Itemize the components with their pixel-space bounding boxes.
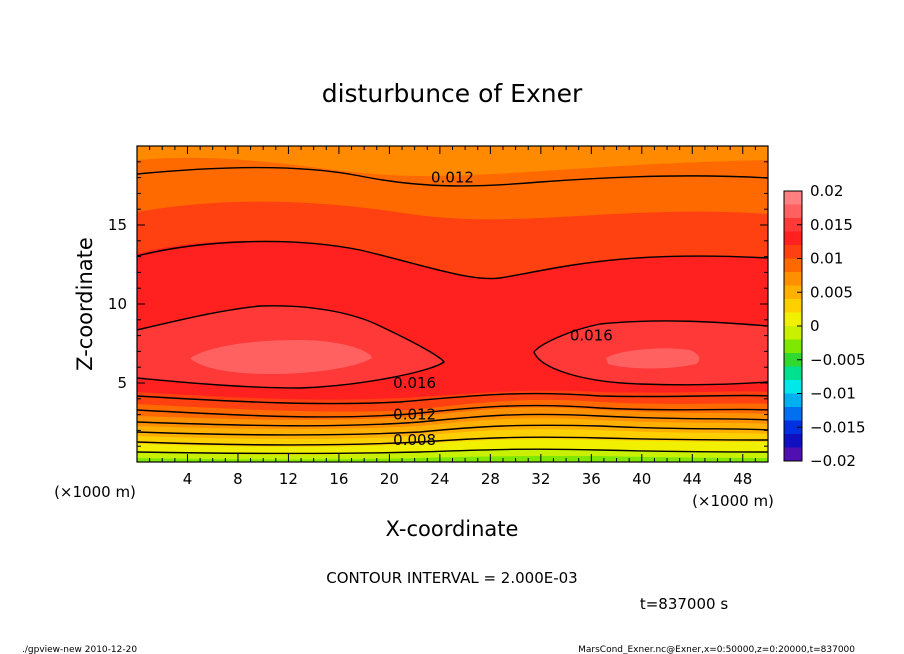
band-peak-right <box>606 348 700 369</box>
colorbar-cell <box>784 366 802 381</box>
colorbar-cell <box>784 326 802 340</box>
contour-interval-label: CONTOUR INTERVAL = 2.000E-03 <box>326 569 577 587</box>
colorbar-tick-label: −0.01 <box>810 385 856 403</box>
contour-label: 0.016 <box>570 327 613 345</box>
contour-line <box>137 448 768 455</box>
contour-line <box>137 436 768 446</box>
colorbar-cell <box>784 191 802 205</box>
colorbar-cell <box>784 272 802 286</box>
contour-label: 0.012 <box>431 169 474 187</box>
colorbar-cell <box>784 312 802 327</box>
x-tick-label: 40 <box>632 470 651 488</box>
y-tick-label: 10 <box>108 295 127 313</box>
y-axis-ticks: 5 10 15 <box>108 161 768 447</box>
y-tick-label: 15 <box>108 216 127 234</box>
time-label: t=837000 s <box>640 595 728 613</box>
contour-line <box>137 392 768 405</box>
contour-labels: 0.012 0.016 0.016 0.012 0.008 <box>393 169 613 449</box>
colorbar-tick-label: 0.005 <box>810 283 853 301</box>
x-tick-label: 4 <box>183 470 193 488</box>
colorbar-cell <box>784 299 802 313</box>
x-unit-right: (×1000 m) <box>692 492 774 510</box>
colorbar-tick-label: −0.02 <box>810 452 856 470</box>
contour-lines <box>137 166 768 455</box>
colorbar-tick-label: 0.01 <box>810 250 843 268</box>
colorbar-cell <box>784 258 802 273</box>
x-axis-ticks: 4 8 12 16 20 24 28 32 36 40 44 48 <box>149 146 756 488</box>
band-peak-left <box>190 340 372 374</box>
y-axis-label: Z-coordinate <box>73 237 97 371</box>
x-axis-label: X-coordinate <box>386 517 519 541</box>
x-tick-label: 20 <box>380 470 399 488</box>
x-tick-label: 36 <box>582 470 601 488</box>
colorbar-cell <box>784 231 802 246</box>
x-tick-label: 32 <box>531 470 550 488</box>
contour-line <box>137 305 445 389</box>
colorbar-cell <box>784 447 802 462</box>
colorbar-cell <box>784 380 802 394</box>
x-tick-label: 24 <box>430 470 449 488</box>
x-tick-label: 28 <box>481 470 500 488</box>
colorbar: 0.02 0.015 0.01 0.005 0 −0.005 −0.01 −0.015 −0.0… <box>783 182 866 470</box>
colorbar-tick-label: 0 <box>810 317 820 335</box>
contour-line <box>533 320 768 386</box>
colorbar-tick-label: 0.02 <box>810 182 843 200</box>
colorbar-cell <box>784 434 802 448</box>
x-tick-label: 48 <box>733 470 752 488</box>
x-tick-label: 44 <box>683 470 702 488</box>
plot-area: 0.012 0.016 0.016 0.012 0.008 <box>137 146 768 462</box>
contour-label: 0.012 <box>393 406 436 424</box>
colorbar-cell <box>784 245 802 259</box>
colorbar-cell <box>784 285 802 300</box>
colorbar-cell <box>784 420 802 435</box>
colorbar-cell <box>784 353 802 367</box>
contour-line <box>137 424 768 436</box>
x-tick-label: 16 <box>329 470 348 488</box>
contour-line <box>137 404 768 418</box>
colorbar-cell <box>784 204 802 219</box>
contour-line <box>137 166 768 187</box>
x-unit-left: (×1000 m) <box>54 483 136 501</box>
chart-title: disturbunce of Exner <box>322 79 583 108</box>
colorbar-tick-label: −0.005 <box>810 351 866 369</box>
colorbar-cell <box>784 339 802 354</box>
contour-line <box>137 413 768 427</box>
colorbar-tick-label: 0.015 <box>810 216 853 234</box>
colorbar-cell <box>784 407 802 421</box>
filled-contours <box>137 146 768 462</box>
contour-label: 0.008 <box>393 431 436 449</box>
x-tick-label: 8 <box>233 470 243 488</box>
y-tick-label: 5 <box>117 374 127 392</box>
x-tick-label: 12 <box>279 470 298 488</box>
colorbar-cell <box>784 218 802 232</box>
contour-label: 0.016 <box>393 374 436 392</box>
colorbar-cell <box>784 393 802 408</box>
footer-right: MarsCond_Exner.nc@Exner,x=0:50000,z=0:20… <box>578 645 855 654</box>
contour-line <box>137 240 768 280</box>
footer-left: ./gpview-new 2010-12-20 <box>22 645 137 654</box>
colorbar-tick-label: −0.015 <box>810 418 866 436</box>
